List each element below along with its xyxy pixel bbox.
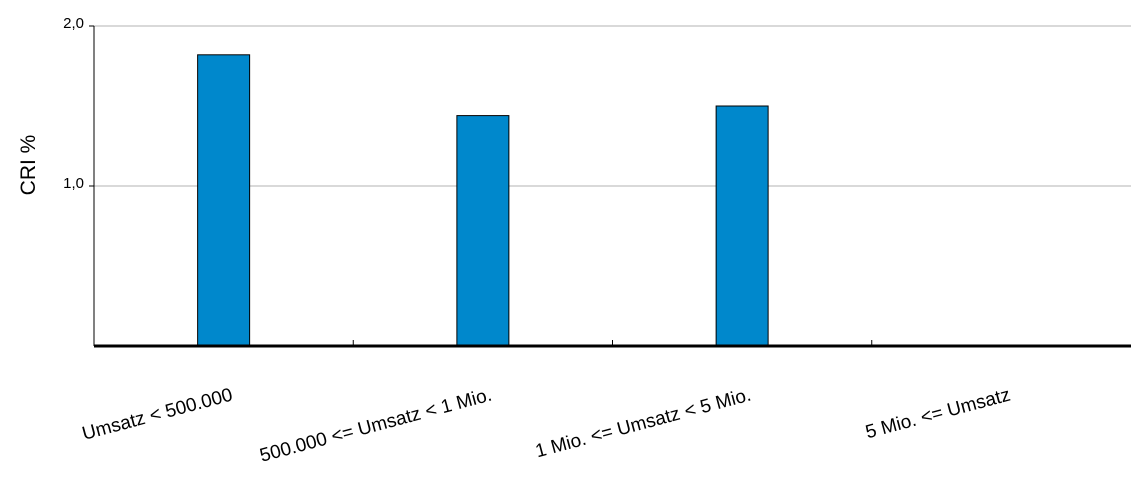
bar-1 <box>456 115 510 347</box>
bar-2 <box>715 105 769 347</box>
category-label-1: 500.000 <= Umsatz < 1 Mio. <box>258 385 495 467</box>
y-tick-label: 1,0 <box>63 175 84 192</box>
category-label-2: 1 Mio. <= Umsatz < 5 Mio. <box>533 385 753 463</box>
category-labels: Umsatz < 500.000 500.000 <= Umsatz < 1 Mi… <box>80 385 1013 467</box>
y-axis-label: CRI % <box>17 135 40 196</box>
category-label-0: Umsatz < 500.000 <box>80 385 235 445</box>
tick-labels: 1,0 2,0 <box>63 15 94 192</box>
category-label-3: 5 Mio. <= Umsatz <box>863 385 1012 444</box>
gridlines <box>94 25 1131 187</box>
bars <box>197 54 769 347</box>
bar-0 <box>197 54 251 347</box>
y-tick-label: 2,0 <box>63 15 84 32</box>
